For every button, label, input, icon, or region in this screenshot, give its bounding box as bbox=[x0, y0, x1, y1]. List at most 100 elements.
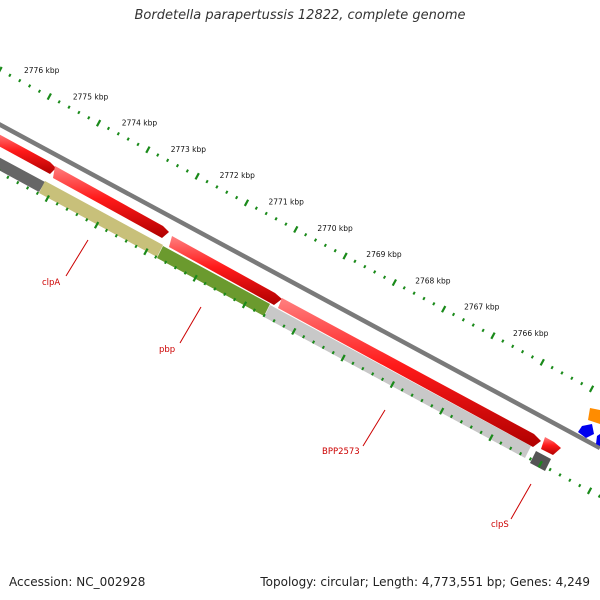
inner-tick bbox=[371, 372, 375, 376]
outer-tick bbox=[185, 169, 189, 173]
inner-tick bbox=[44, 194, 50, 203]
gene-clpA-segment[interactable] bbox=[39, 181, 163, 257]
gene-clpS-segment[interactable] bbox=[530, 451, 551, 471]
outer-tick bbox=[254, 206, 258, 210]
outer-tick bbox=[432, 302, 436, 306]
outer-tick bbox=[402, 286, 406, 290]
pbp-leader bbox=[179, 306, 202, 344]
outer-tick bbox=[166, 158, 170, 163]
inner-tick bbox=[548, 467, 552, 472]
inner-tick bbox=[114, 233, 118, 238]
gene-label-BPP2573[interactable]: BPP2573 bbox=[322, 447, 360, 457]
outer-tick bbox=[391, 278, 398, 287]
outer-tick bbox=[530, 355, 534, 359]
forward-gene-5[interactable] bbox=[541, 437, 561, 455]
inner-tick bbox=[340, 354, 346, 362]
kbp-label: 2769 kbp bbox=[366, 250, 402, 259]
outer-tick bbox=[264, 211, 268, 216]
inner-tick bbox=[134, 244, 138, 249]
inner-tick bbox=[568, 478, 572, 483]
BPP2573-leader bbox=[362, 409, 386, 447]
outer-tick bbox=[373, 270, 377, 274]
kbp-label-group: 2776 kbp 2775 kbp 2774 kbp 2773 kbp 2772 kbp… bbox=[24, 66, 549, 338]
outer-tick bbox=[451, 312, 456, 317]
kbp-label: 2773 kbp bbox=[171, 145, 207, 154]
inner-tick bbox=[241, 301, 248, 309]
inner-tick bbox=[528, 457, 532, 461]
inner-tick bbox=[154, 255, 158, 259]
outer-tick bbox=[46, 92, 52, 101]
outer-tick bbox=[570, 376, 574, 381]
outer-tick bbox=[588, 385, 595, 393]
inner-tick bbox=[558, 473, 562, 477]
outer-tick bbox=[471, 323, 475, 327]
forward-gene-1[interactable] bbox=[0, 132, 56, 174]
inner-tick bbox=[420, 398, 424, 403]
gene-segment-dark[interactable] bbox=[0, 155, 45, 192]
outer-tick-row bbox=[0, 66, 595, 393]
outer-tick bbox=[126, 137, 130, 141]
kbp-label: 2770 kbp bbox=[317, 224, 353, 233]
outer-tick bbox=[57, 100, 61, 104]
outer-tick bbox=[274, 217, 278, 221]
inner-tick bbox=[282, 324, 286, 328]
inner-tick bbox=[351, 361, 355, 366]
outer-tick bbox=[490, 332, 496, 340]
outer-tick bbox=[461, 317, 465, 322]
inner-tick bbox=[252, 308, 256, 312]
outer-tick bbox=[0, 66, 3, 73]
inner-tick bbox=[469, 425, 473, 429]
forward-gene-3[interactable] bbox=[169, 236, 282, 305]
outer-tick bbox=[520, 349, 525, 354]
outer-tick bbox=[205, 179, 209, 184]
outer-tick bbox=[235, 195, 239, 200]
inner-tick bbox=[104, 228, 109, 233]
inner-tick bbox=[65, 207, 69, 211]
inner-tick bbox=[203, 281, 207, 286]
inner-tick bbox=[430, 404, 434, 408]
inner-tick bbox=[578, 483, 582, 488]
inner-tick bbox=[331, 350, 335, 355]
outer-tick bbox=[539, 358, 545, 366]
inner-tick bbox=[223, 292, 227, 297]
outer-tick bbox=[501, 339, 505, 343]
inner-tick bbox=[537, 460, 543, 468]
inner-tick bbox=[449, 414, 454, 419]
kbp-label: 2771 kbp bbox=[269, 198, 305, 207]
inner-tick bbox=[410, 393, 414, 397]
accession-text: Accession: NC_002928 bbox=[9, 575, 146, 589]
forward-strand-track bbox=[0, 132, 561, 455]
outer-tick bbox=[27, 84, 32, 88]
gene-pbp-segment[interactable] bbox=[157, 246, 270, 316]
backbone-line bbox=[0, 122, 600, 450]
forward-gene-4[interactable] bbox=[278, 298, 541, 447]
gene-label-clpS[interactable]: clpS bbox=[491, 520, 509, 530]
inner-tick-row bbox=[0, 169, 600, 498]
outer-tick bbox=[156, 153, 160, 157]
outer-tick bbox=[215, 185, 219, 189]
outer-tick bbox=[106, 126, 111, 131]
gene-label-pbp[interactable]: pbp bbox=[159, 345, 175, 355]
outer-tick bbox=[18, 78, 22, 83]
inner-tick bbox=[311, 340, 316, 344]
inner-tick bbox=[85, 218, 89, 222]
gene-label-clpA[interactable]: clpA bbox=[42, 278, 60, 288]
inner-tick bbox=[233, 297, 237, 302]
forward-gene-2[interactable] bbox=[53, 166, 169, 238]
blue-gene-2[interactable] bbox=[596, 434, 600, 446]
reverse-strand-track bbox=[0, 155, 551, 471]
inner-tick bbox=[459, 419, 463, 424]
outer-tick bbox=[412, 291, 416, 295]
outer-tick bbox=[67, 105, 71, 109]
outer-tick bbox=[580, 381, 584, 386]
blue-gene-1[interactable] bbox=[578, 424, 594, 438]
kbp-label: 2776 kbp bbox=[24, 66, 60, 75]
gene-BPP2573-segment[interactable] bbox=[264, 305, 531, 458]
inner-tick bbox=[25, 186, 30, 190]
orange-gene[interactable] bbox=[588, 408, 600, 424]
outer-tick bbox=[77, 110, 81, 115]
outer-tick bbox=[116, 131, 120, 136]
inner-tick bbox=[35, 191, 40, 196]
outer-tick bbox=[194, 172, 200, 180]
kbp-label: 2772 kbp bbox=[220, 171, 256, 180]
